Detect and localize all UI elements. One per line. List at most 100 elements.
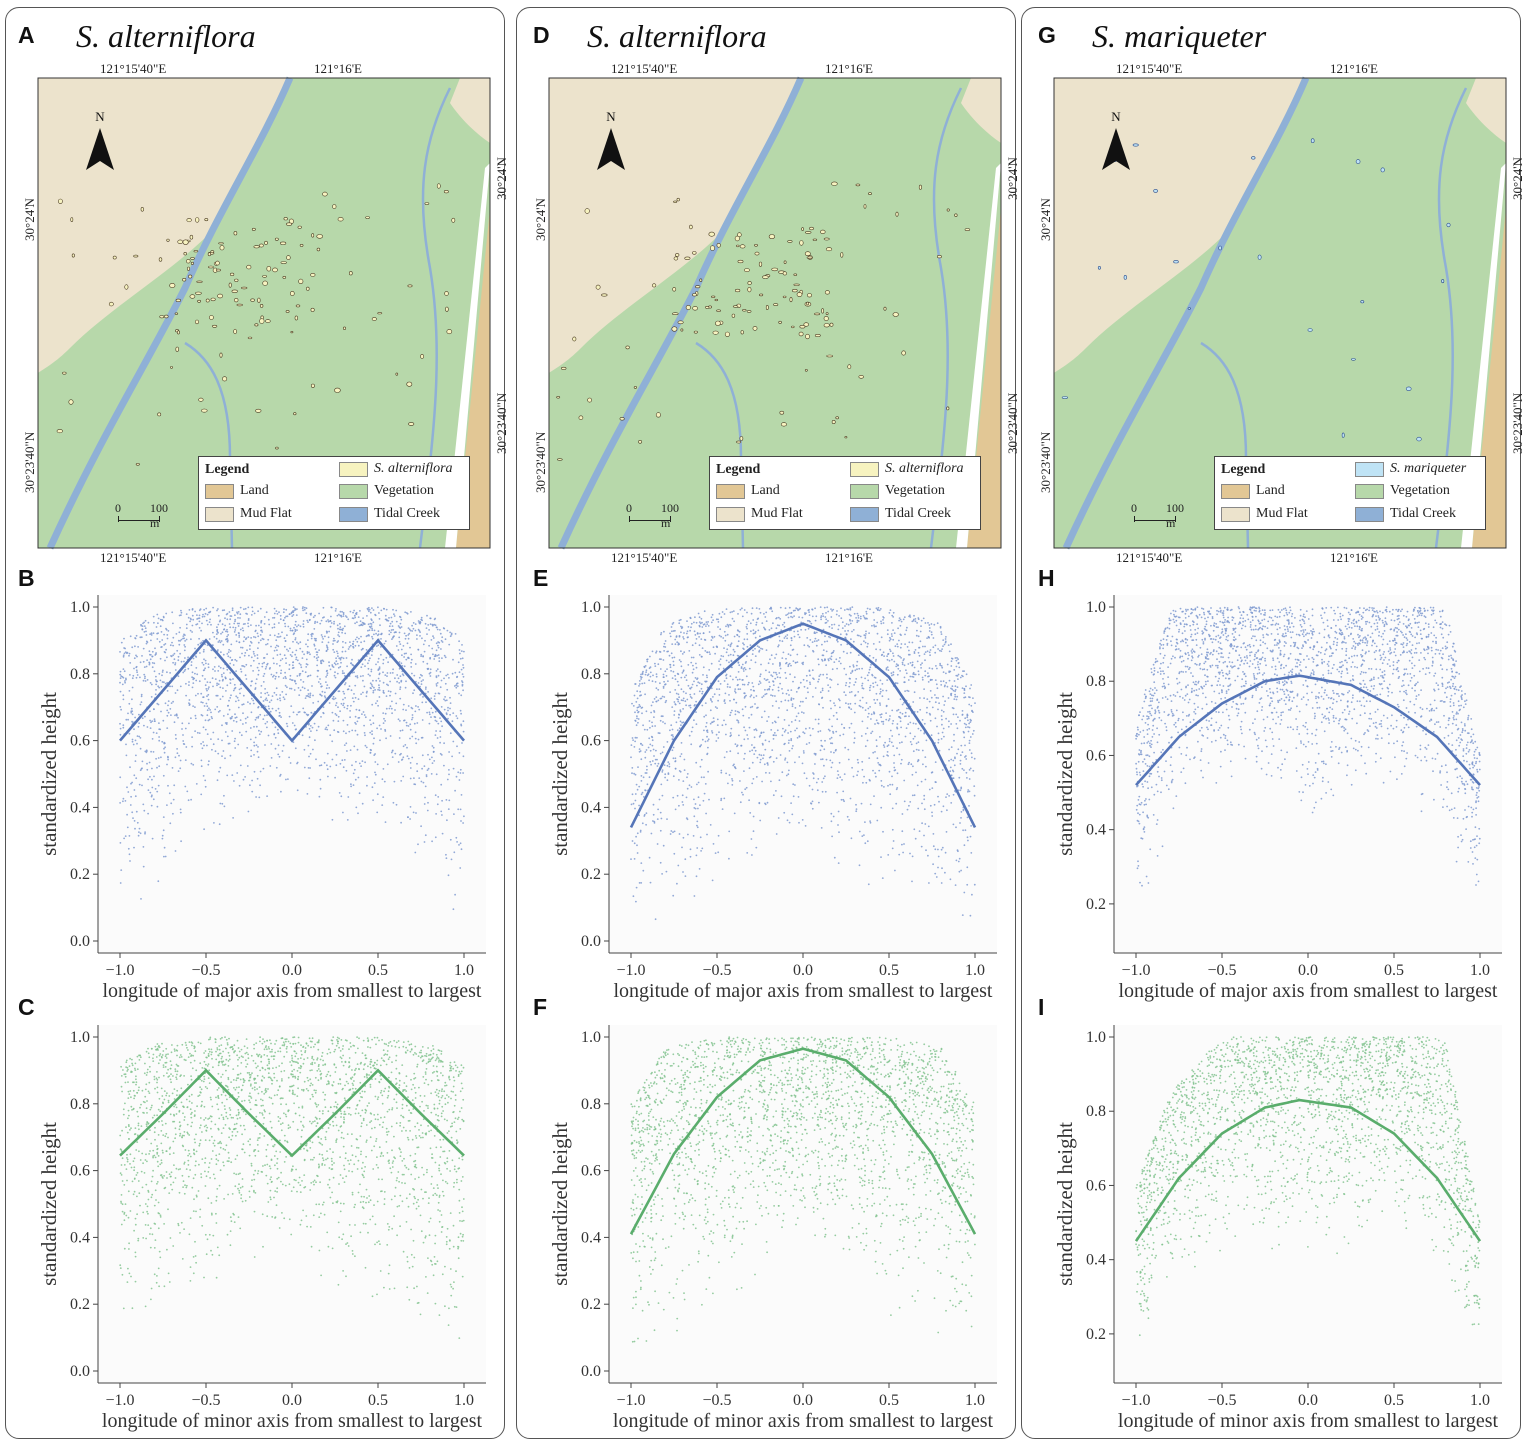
scatter-point bbox=[311, 1061, 314, 1064]
scatter-point bbox=[219, 1038, 222, 1040]
scatter-point bbox=[179, 1125, 181, 1128]
scatter-point bbox=[146, 659, 149, 661]
scatter-point bbox=[268, 1112, 271, 1115]
scatter-point bbox=[263, 661, 265, 664]
scatter-point bbox=[187, 1159, 190, 1162]
scatter-point bbox=[187, 1154, 190, 1157]
scatter-point bbox=[148, 1081, 151, 1084]
scatter-point bbox=[225, 1069, 227, 1072]
scatter-point bbox=[388, 1162, 390, 1164]
scatter-point bbox=[410, 1253, 413, 1256]
scatter-point bbox=[449, 1064, 451, 1067]
scatter-point bbox=[263, 672, 266, 675]
scatter-point bbox=[129, 662, 132, 664]
scatter-point bbox=[369, 1083, 372, 1086]
scatter-point bbox=[269, 1189, 272, 1192]
scatter-point bbox=[342, 766, 345, 769]
scatter-point bbox=[361, 1109, 364, 1112]
scatter-point bbox=[303, 1147, 305, 1150]
scatter-point bbox=[431, 1057, 433, 1060]
scatter-point bbox=[399, 627, 402, 629]
scatter-point bbox=[378, 684, 380, 687]
scatter-point bbox=[239, 613, 242, 616]
scatter-point bbox=[283, 654, 286, 657]
scatter-point bbox=[153, 708, 155, 711]
scatter-point bbox=[397, 625, 400, 627]
scatter-point bbox=[240, 1055, 243, 1058]
scatter-point bbox=[443, 677, 445, 680]
scatter-point bbox=[149, 791, 152, 794]
scatter-point bbox=[275, 1039, 278, 1042]
scatter-point bbox=[173, 721, 176, 724]
scatter-point bbox=[337, 666, 340, 669]
scatter-point bbox=[351, 663, 354, 666]
scatter-point bbox=[392, 1160, 395, 1162]
tidal-creek bbox=[46, 76, 294, 550]
scatter-point bbox=[341, 610, 343, 613]
scatter-point bbox=[229, 754, 232, 757]
scatter-point bbox=[127, 1190, 130, 1193]
scatter-point bbox=[394, 1195, 396, 1198]
scatter-point bbox=[254, 1154, 257, 1157]
scatter-point bbox=[253, 612, 256, 615]
scatter-point bbox=[418, 708, 421, 711]
scatter-point bbox=[265, 643, 267, 646]
scatter-point bbox=[308, 651, 310, 654]
patch-marker bbox=[196, 280, 203, 284]
scatter-point bbox=[143, 631, 146, 633]
scatter-point bbox=[128, 690, 131, 692]
scatter-point bbox=[279, 775, 281, 777]
scatter-point bbox=[181, 1134, 184, 1137]
scatter-point bbox=[407, 725, 410, 727]
scatter-point bbox=[210, 711, 212, 714]
scatter-point bbox=[386, 683, 388, 686]
scatter-point bbox=[221, 1055, 224, 1058]
plot-area bbox=[98, 595, 486, 953]
scatter-point bbox=[143, 621, 145, 624]
scatter-point bbox=[136, 671, 138, 674]
scatter-point bbox=[149, 1150, 151, 1152]
scatter-point bbox=[409, 1050, 412, 1053]
scatter-point bbox=[139, 1056, 142, 1059]
patch-marker bbox=[124, 284, 129, 290]
scatter-point bbox=[455, 1270, 457, 1273]
scatter-point bbox=[415, 1166, 418, 1169]
scatter-point bbox=[291, 651, 294, 654]
scatter-point bbox=[231, 715, 234, 718]
scatter-point bbox=[294, 628, 297, 631]
scatter-point bbox=[153, 1078, 156, 1081]
scatter-point bbox=[150, 1142, 153, 1145]
scatter-point bbox=[183, 644, 186, 646]
scatter-point bbox=[238, 632, 240, 635]
scatter-point bbox=[326, 672, 329, 675]
scatter-point bbox=[329, 734, 332, 737]
scatter-point bbox=[296, 608, 298, 610]
species-title: S. alterniflora bbox=[76, 18, 256, 54]
scatter-point bbox=[122, 655, 125, 658]
scatter-point bbox=[208, 1069, 211, 1072]
scatter-point bbox=[263, 1048, 266, 1051]
scatter-point bbox=[250, 614, 253, 616]
scatter-point bbox=[409, 646, 411, 649]
scatter-point bbox=[291, 1054, 293, 1057]
scatter-point bbox=[123, 647, 125, 649]
scatter-point bbox=[452, 1111, 455, 1113]
scatter-point bbox=[280, 1129, 283, 1132]
scatter-point bbox=[462, 1240, 465, 1242]
scatter-point bbox=[237, 1077, 240, 1079]
scatter-point bbox=[437, 1187, 439, 1189]
scatter-point bbox=[456, 841, 458, 843]
coord-label: 121°16'E bbox=[314, 550, 362, 565]
scatter-point bbox=[373, 782, 376, 784]
scatter-point bbox=[219, 641, 222, 644]
scatter-point bbox=[319, 622, 322, 625]
scatter-point bbox=[167, 1101, 170, 1104]
scatter-point bbox=[180, 1087, 183, 1090]
scatter-point bbox=[349, 1159, 352, 1161]
scatter-point bbox=[277, 645, 280, 648]
scatter-point bbox=[350, 783, 352, 786]
scatter-point bbox=[255, 624, 257, 627]
scatter-point bbox=[232, 1079, 235, 1081]
scatter-point bbox=[407, 1096, 409, 1098]
scatter-point bbox=[382, 1049, 385, 1052]
